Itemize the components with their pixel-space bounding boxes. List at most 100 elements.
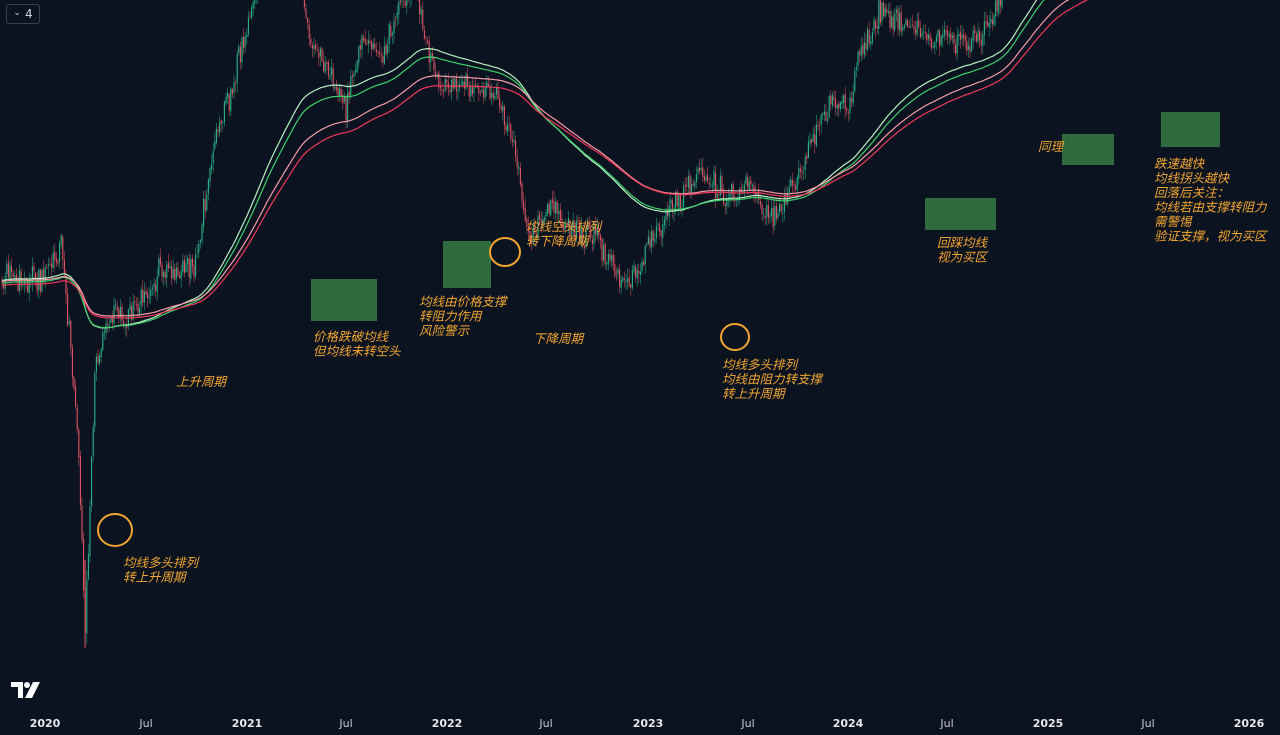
candle: [604, 242, 606, 269]
candle: [759, 194, 761, 209]
candle: [867, 25, 869, 52]
candle: [225, 92, 227, 106]
highlight-boxes: [311, 112, 1220, 321]
candle: [59, 239, 61, 269]
candle: [750, 175, 752, 191]
candle: [972, 25, 974, 49]
candle: [180, 264, 182, 288]
candle: [417, 0, 419, 2]
candle: [500, 102, 502, 114]
candle: [230, 86, 232, 117]
candle: [785, 185, 787, 206]
candle: [620, 274, 622, 294]
candle: [921, 27, 923, 40]
candle: [879, 0, 881, 26]
candle: [958, 30, 960, 46]
highlight-box: [1062, 134, 1114, 165]
candle: [305, 3, 307, 20]
candle: [635, 264, 637, 283]
candle: [366, 38, 368, 46]
candle: [924, 23, 926, 39]
candle: [408, 0, 409, 3]
candle: [571, 222, 573, 238]
candle: [979, 27, 981, 48]
candle: [481, 81, 483, 94]
candle: [30, 274, 32, 288]
candle: [65, 269, 67, 305]
candle: [830, 90, 832, 111]
candle: [996, 0, 998, 17]
x-axis-tick-label: 2021: [232, 717, 263, 730]
candle: [628, 268, 630, 288]
candle: [343, 91, 345, 105]
candle: [707, 166, 709, 184]
candle: [908, 20, 910, 29]
candle: [631, 264, 633, 291]
candle: [567, 211, 569, 235]
candle: [91, 455, 93, 513]
candle: [913, 21, 915, 35]
candle: [515, 135, 517, 163]
candle: [910, 17, 912, 29]
candle: [369, 34, 371, 47]
candle: [425, 35, 427, 46]
candle: [595, 216, 597, 243]
candle: [990, 9, 992, 28]
candle: [683, 181, 685, 212]
candle: [644, 244, 646, 274]
candle: [911, 15, 913, 28]
candle: [337, 83, 339, 102]
candle: [763, 208, 765, 221]
candle: [558, 203, 560, 224]
candle: [388, 21, 390, 53]
collapse-button[interactable]: ⌄ 4: [6, 4, 40, 24]
candle: [596, 218, 598, 240]
candle: [758, 183, 760, 205]
candle: [966, 34, 968, 56]
candle: [398, 0, 400, 25]
candle: [934, 40, 936, 55]
candle: [590, 219, 592, 242]
candle: [838, 100, 840, 117]
candle: [740, 180, 742, 195]
candle: [623, 271, 625, 288]
candle: [382, 52, 384, 68]
candle: [907, 18, 909, 29]
candle: [252, 0, 254, 17]
candle: [814, 125, 816, 155]
candle: [316, 43, 318, 52]
candle: [446, 77, 448, 92]
candle: [947, 25, 949, 45]
candle: [572, 212, 574, 237]
candle: [673, 203, 675, 222]
candle: [587, 217, 589, 232]
candle: [220, 118, 222, 133]
candle: [132, 293, 134, 322]
candle: [537, 210, 539, 240]
candle: [892, 11, 894, 38]
candle: [652, 228, 654, 248]
candle: [427, 36, 429, 45]
candle: [81, 497, 83, 545]
candle: [844, 86, 846, 119]
candle: [803, 165, 805, 180]
candle: [19, 264, 21, 295]
candle: [753, 181, 755, 203]
circle-marker: [720, 323, 750, 351]
candle: [543, 215, 545, 226]
candle: [923, 24, 925, 41]
candle: [668, 198, 670, 227]
candle: [54, 243, 56, 269]
x-axis-tick-label: Jul: [138, 717, 152, 730]
tradingview-logo[interactable]: [11, 682, 41, 698]
x-axis-tick-label: 2025: [1033, 717, 1064, 730]
candle: [671, 197, 673, 219]
x-axis[interactable]: 2020 Jul 2021 Jul 2022 Jul 2023 Jul 2024 Jul 2025 J…: [30, 717, 1265, 730]
candle: [619, 263, 621, 294]
candle: [153, 278, 155, 296]
candle: [324, 56, 326, 75]
candle: [903, 23, 905, 31]
candle: [612, 249, 614, 271]
candle: [235, 79, 237, 93]
